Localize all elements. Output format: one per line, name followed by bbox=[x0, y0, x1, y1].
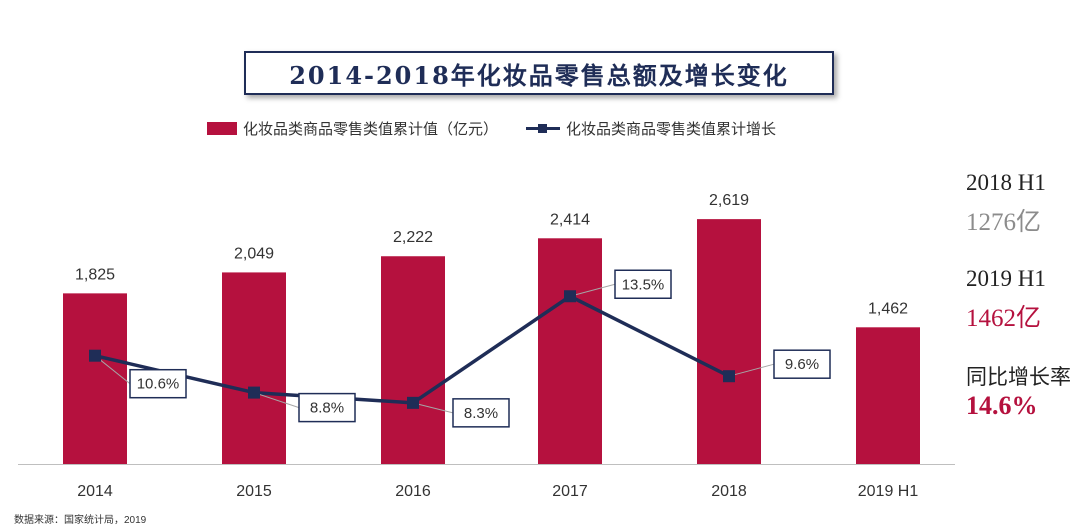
growth-value-label: 8.8% bbox=[310, 400, 344, 417]
growth-value-label: 13.5% bbox=[622, 276, 665, 293]
legend-bar-swatch bbox=[207, 121, 237, 135]
side-2019-h1-label: 2019 H1 bbox=[966, 266, 1046, 291]
side-growth-label: 同比增长率 bbox=[966, 365, 1071, 389]
growth-marker bbox=[248, 386, 260, 399]
bar-value-label: 2,222 bbox=[393, 229, 433, 246]
side-growth-value: 14.6% bbox=[966, 391, 1038, 420]
chart-title: 2014-2018年化妆品零售总额及增长变化 bbox=[289, 60, 789, 90]
bar-2014 bbox=[63, 293, 127, 464]
x-tick-label: 2014 bbox=[77, 483, 113, 500]
bar-2016 bbox=[381, 256, 445, 464]
bar-2019-h1 bbox=[856, 327, 920, 464]
legend-bar-label: 化妆品类商品零售类值累计值（亿元） bbox=[243, 120, 499, 138]
growth-callout-leader bbox=[253, 392, 300, 409]
legend-line-label: 化妆品类商品零售类值累计增长 bbox=[566, 120, 777, 138]
growth-callout-box bbox=[129, 368, 187, 399]
side-2018-h1-value: 1276亿 bbox=[966, 209, 1042, 236]
growth-callout-box bbox=[298, 392, 356, 423]
growth-callout-leader bbox=[569, 283, 616, 297]
legend-item-line: 化妆品类商品零售类值累计增长 bbox=[526, 118, 776, 139]
growth-callout-box bbox=[614, 269, 672, 299]
x-tick-label: 2017 bbox=[552, 483, 588, 500]
side-2019-h1-value: 1462亿 bbox=[966, 305, 1042, 332]
bar-2018 bbox=[697, 219, 761, 464]
bar-2017 bbox=[538, 238, 602, 464]
x-tick-label: 2015 bbox=[236, 483, 272, 500]
data-source-note: 数据来源：国家统计局，2019 bbox=[14, 515, 147, 526]
growth-value-label: 9.6% bbox=[785, 356, 819, 373]
growth-callout-leader bbox=[412, 402, 454, 414]
growth-callout-leader bbox=[728, 363, 775, 377]
growth-value-label: 10.6% bbox=[137, 376, 180, 393]
bar-value-label: 2,619 bbox=[709, 192, 749, 209]
x-tick-label: 2016 bbox=[395, 483, 431, 500]
bar-value-label: 2,414 bbox=[550, 211, 590, 228]
bar-value-label: 2,049 bbox=[234, 245, 274, 262]
growth-marker bbox=[723, 370, 735, 383]
growth-value-label: 8.3% bbox=[464, 405, 498, 422]
x-tick-label: 2018 bbox=[711, 483, 747, 500]
bar-value-label: 1,825 bbox=[75, 266, 115, 283]
growth-marker bbox=[407, 396, 419, 409]
legend-line-swatch bbox=[526, 122, 561, 135]
x-tick-label: 2019 H1 bbox=[858, 483, 919, 500]
bar-value-label: 1,462 bbox=[868, 300, 908, 317]
legend-item-bar: 化妆品类商品零售类值累计值（亿元） bbox=[207, 118, 498, 139]
growth-callout-box bbox=[452, 398, 510, 428]
growth-marker bbox=[564, 290, 576, 303]
chart-title-box: 2014-2018年化妆品零售总额及增长变化 bbox=[244, 51, 834, 95]
chart-legend: 化妆品类商品零售类值累计值（亿元） 化妆品类商品零售类值累计增长 bbox=[207, 117, 776, 139]
growth-marker bbox=[89, 349, 101, 362]
side-2018-h1-label: 2018 H1 bbox=[966, 170, 1046, 195]
growth-callout-box bbox=[773, 349, 831, 379]
bar-2015 bbox=[222, 272, 286, 464]
